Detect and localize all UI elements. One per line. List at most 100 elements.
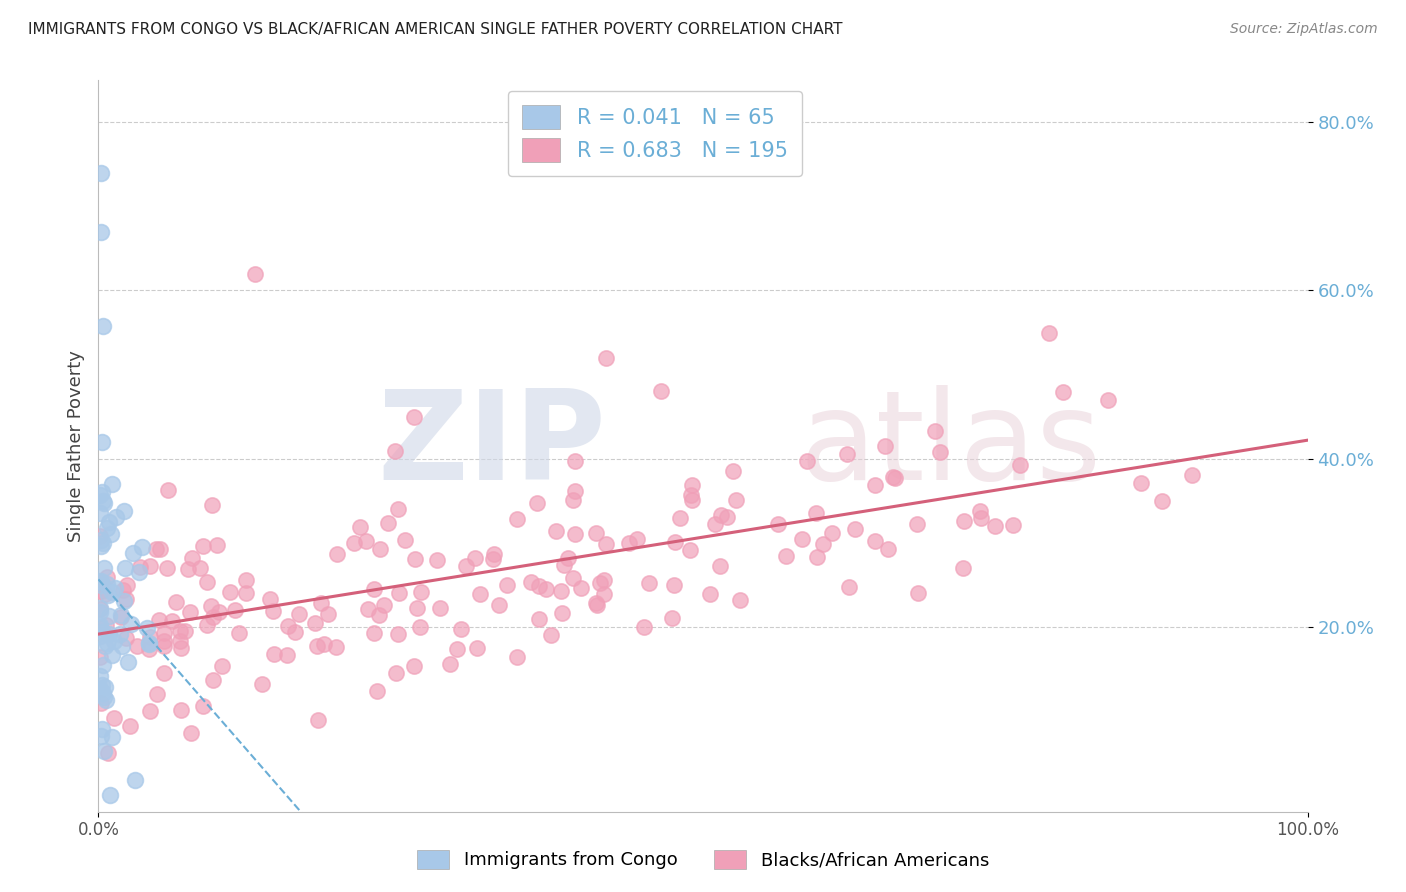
Point: [446, 642, 468, 657]
Point: [456, 558, 478, 573]
Point: [208, 605, 231, 619]
Point: [153, 633, 176, 648]
Point: [725, 492, 748, 507]
Point: [103, 711, 125, 725]
Point: [970, 510, 993, 524]
Point: [464, 550, 486, 565]
Point: [540, 628, 562, 642]
Point: [139, 558, 162, 573]
Point: [93, 561, 115, 575]
Point: [343, 536, 366, 550]
Point: [104, 582, 127, 596]
Point: [439, 657, 461, 671]
Point: [98, 627, 121, 641]
Point: [124, 772, 146, 787]
Point: [170, 640, 193, 655]
Point: [585, 596, 607, 610]
Point: [191, 699, 214, 714]
Point: [681, 478, 703, 492]
Point: [551, 606, 574, 620]
Point: [349, 520, 371, 534]
Point: [363, 626, 385, 640]
Point: [117, 656, 139, 670]
Point: [481, 552, 503, 566]
Point: [94, 587, 117, 601]
Point: [228, 625, 250, 640]
Point: [179, 605, 201, 619]
Point: [118, 718, 141, 732]
Point: [664, 535, 686, 549]
Point: [527, 612, 550, 626]
Point: [122, 546, 145, 560]
Point: [593, 587, 616, 601]
Point: [863, 477, 886, 491]
Point: [153, 665, 176, 680]
Point: [89, 618, 111, 632]
Point: [165, 595, 187, 609]
Point: [277, 619, 299, 633]
Point: [1008, 458, 1031, 472]
Point: [90, 697, 112, 711]
Point: [969, 504, 991, 518]
Point: [191, 539, 214, 553]
Point: [138, 642, 160, 657]
Point: [984, 519, 1007, 533]
Point: [924, 425, 946, 439]
Point: [169, 633, 191, 648]
Point: [354, 534, 377, 549]
Point: [195, 618, 218, 632]
Point: [94, 640, 117, 654]
Point: [363, 582, 385, 596]
Point: [766, 517, 789, 532]
Point: [1150, 493, 1173, 508]
Point: [177, 562, 200, 576]
Point: [89, 682, 111, 697]
Point: [357, 602, 380, 616]
Point: [377, 516, 399, 531]
Point: [586, 598, 609, 612]
Point: [138, 636, 160, 650]
Point: [699, 587, 721, 601]
Point: [638, 576, 661, 591]
Point: [716, 510, 738, 524]
Point: [387, 627, 409, 641]
Point: [120, 616, 142, 631]
Point: [650, 384, 672, 399]
Point: [188, 561, 211, 575]
Point: [153, 625, 176, 640]
Point: [679, 543, 702, 558]
Point: [138, 637, 160, 651]
Point: [546, 524, 568, 538]
Point: [235, 586, 257, 600]
Point: [90, 578, 112, 592]
Point: [211, 658, 233, 673]
Point: [149, 542, 172, 557]
Point: [388, 586, 411, 600]
Point: [89, 629, 111, 643]
Point: [114, 561, 136, 575]
Point: [90, 723, 112, 737]
Point: [111, 582, 134, 597]
Point: [710, 508, 733, 523]
Point: [125, 639, 148, 653]
Point: [585, 525, 607, 540]
Point: [564, 454, 586, 468]
Point: [96, 570, 118, 584]
Point: [811, 536, 834, 550]
Point: [90, 574, 112, 589]
Point: [284, 625, 307, 640]
Point: [929, 444, 952, 458]
Point: [506, 512, 529, 526]
Point: [429, 600, 451, 615]
Point: [595, 537, 617, 551]
Point: [89, 605, 111, 619]
Point: [195, 574, 218, 589]
Point: [98, 788, 121, 802]
Point: [384, 444, 406, 458]
Point: [97, 746, 120, 760]
Point: [110, 609, 132, 624]
Point: [325, 640, 347, 655]
Point: [844, 522, 866, 536]
Point: [224, 603, 246, 617]
Point: [553, 558, 575, 572]
